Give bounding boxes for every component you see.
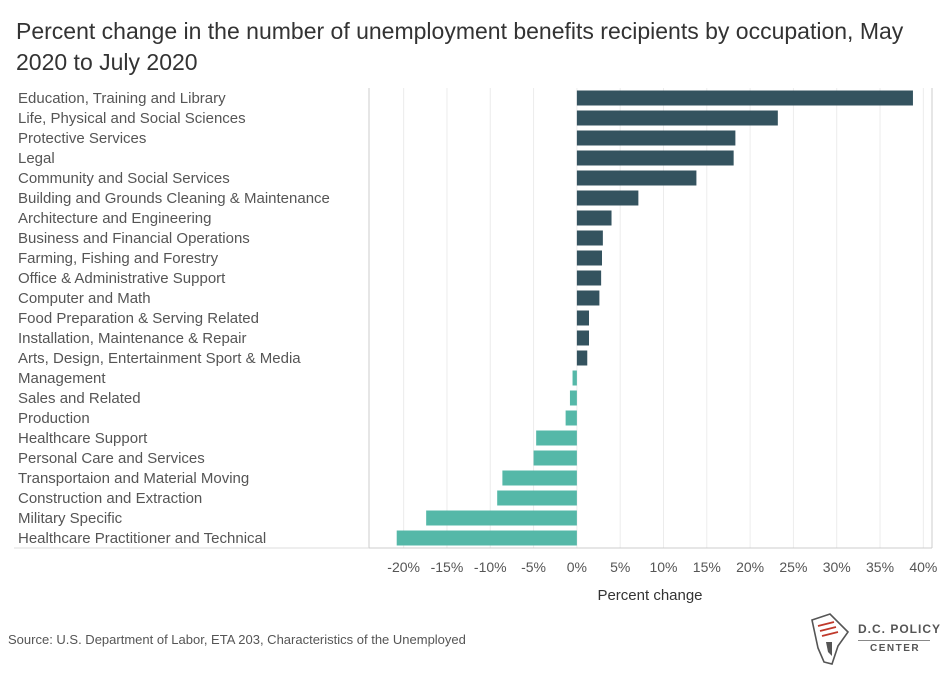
x-tick-label: 30% [823,559,851,575]
category-label: Business and Financial Operations [18,230,250,247]
bar [576,350,588,366]
x-tick-label: 5% [610,559,630,575]
bar [576,210,612,226]
dc-map-icon [811,613,850,665]
x-axis-title: Percent change [597,587,702,604]
logo-divider [858,640,930,641]
x-tick-label: -15% [431,559,464,575]
category-label: Arts, Design, Entertainment Sport & Medi… [18,350,301,367]
bar [576,290,600,306]
category-label: Management [18,370,106,387]
category-label: Education, Training and Library [18,90,226,107]
x-tick-label: -10% [474,559,507,575]
bar [576,270,602,286]
bar [396,530,577,546]
bar [576,170,697,186]
bars [396,90,913,546]
bar [569,390,577,406]
category-label: Office & Administrative Support [18,270,226,287]
logo-line-1: D.C. POLICY [858,622,942,636]
category-label: Life, Physical and Social Sciences [18,110,246,127]
bar [565,410,577,426]
category-label: Transportaion and Material Moving [18,470,249,487]
bar [497,490,577,506]
category-labels: Education, Training and Library Life, Phy… [18,90,330,547]
x-tick-label: 20% [736,559,764,575]
category-label: Personal Care and Services [18,450,205,467]
x-tick-label: 35% [866,559,894,575]
x-tick-label: 0% [567,559,587,575]
category-label: Construction and Extraction [18,490,202,507]
bar [576,130,736,146]
bar [536,430,577,446]
bar [502,470,577,486]
category-label: Food Preparation & Serving Related [18,310,259,327]
category-label: Legal [18,150,55,167]
category-label: Military Specific [18,510,123,527]
category-label: Farming, Fishing and Forestry [18,250,219,267]
category-label: Computer and Math [18,290,151,307]
logo-line-2: CENTER [870,643,921,654]
category-label: Building and Grounds Cleaning & Maintena… [18,190,330,207]
category-label: Healthcare Support [18,430,148,447]
category-label: Installation, Maintenance & Repair [18,330,246,347]
x-tick-label: 15% [693,559,721,575]
x-tick-label: 10% [649,559,677,575]
bar [576,90,913,106]
x-tick-label: -5% [521,559,546,575]
bar [576,310,590,326]
chart-title: Percent change in the number of unemploy… [16,18,904,75]
category-label: Production [18,410,90,427]
x-tick-label: 25% [779,559,807,575]
category-label: Community and Social Services [18,170,230,187]
bar [576,110,778,126]
bar [572,370,577,386]
bar [576,230,603,246]
bar [576,190,639,206]
bar [576,330,590,346]
source-note: Source: U.S. Department of Labor, ETA 20… [8,632,466,647]
bar [426,510,577,526]
bar [576,250,602,266]
x-tick-label: -20% [387,559,420,575]
x-tick-labels: -20% -15% -10% -5% 0% 5% 10% 15% 20% 25% 30% 35% 40% [387,559,937,575]
category-label: Architecture and Engineering [18,210,211,227]
x-tick-label: 40% [909,559,937,575]
category-label: Healthcare Practitioner and Technical [18,530,266,547]
dc-policy-center-logo: D.C. POLICY CENTER [808,612,942,668]
category-label: Protective Services [18,130,146,147]
category-label: Sales and Related [18,390,141,407]
bar [533,450,577,466]
bar [576,150,734,166]
